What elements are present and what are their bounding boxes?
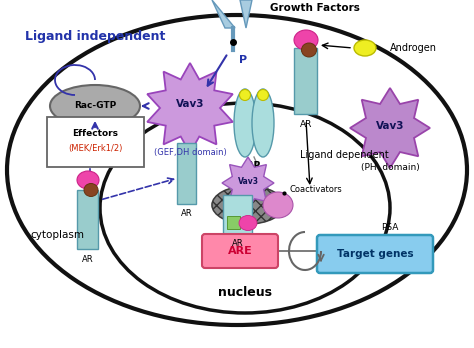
Text: P: P (239, 55, 247, 65)
Polygon shape (147, 63, 233, 153)
Text: Target genes: Target genes (337, 249, 413, 259)
Polygon shape (222, 157, 274, 209)
Ellipse shape (84, 183, 98, 197)
Ellipse shape (301, 43, 317, 57)
Text: Growth Factors: Growth Factors (270, 3, 360, 13)
FancyBboxPatch shape (224, 195, 253, 234)
Ellipse shape (50, 85, 140, 127)
FancyBboxPatch shape (78, 190, 99, 248)
FancyBboxPatch shape (317, 235, 433, 273)
Text: AR: AR (300, 120, 312, 129)
Text: Coactivators: Coactivators (290, 185, 343, 195)
Text: Rac-GTP: Rac-GTP (74, 102, 116, 111)
Text: Ligand independent: Ligand independent (25, 30, 165, 43)
Text: AR: AR (246, 161, 262, 171)
FancyBboxPatch shape (177, 142, 197, 204)
Text: (GEF,DH domain): (GEF,DH domain) (154, 148, 227, 157)
Text: Effectors: Effectors (72, 129, 118, 139)
Text: cytoplasm: cytoplasm (30, 230, 84, 240)
Polygon shape (240, 0, 252, 28)
Ellipse shape (252, 89, 274, 157)
FancyBboxPatch shape (47, 117, 144, 167)
Text: AR: AR (82, 255, 94, 264)
Text: (PH  domain): (PH domain) (361, 163, 419, 172)
Ellipse shape (239, 89, 250, 101)
Ellipse shape (77, 171, 99, 189)
Text: AR: AR (181, 209, 193, 218)
Text: AR: AR (232, 239, 244, 248)
Text: Vav3: Vav3 (376, 121, 404, 131)
FancyBboxPatch shape (294, 47, 318, 113)
Ellipse shape (263, 192, 293, 218)
Ellipse shape (100, 103, 390, 313)
FancyBboxPatch shape (228, 215, 240, 229)
Polygon shape (350, 88, 430, 168)
Text: Vav3: Vav3 (176, 99, 204, 109)
Ellipse shape (212, 186, 284, 224)
Ellipse shape (294, 30, 318, 50)
Text: (MEK/Erk1/2): (MEK/Erk1/2) (68, 143, 122, 152)
Polygon shape (212, 0, 235, 28)
FancyBboxPatch shape (202, 234, 278, 268)
Text: Ligand dependent: Ligand dependent (300, 150, 389, 160)
Ellipse shape (234, 89, 256, 157)
Text: Vav3: Vav3 (237, 177, 258, 187)
Text: PSA: PSA (381, 223, 399, 232)
Text: nucleus: nucleus (218, 286, 272, 299)
Text: ARE: ARE (228, 246, 252, 256)
Ellipse shape (239, 215, 257, 230)
Ellipse shape (354, 40, 376, 56)
Text: Androgen: Androgen (390, 43, 437, 53)
Ellipse shape (7, 15, 467, 325)
Ellipse shape (257, 89, 268, 101)
